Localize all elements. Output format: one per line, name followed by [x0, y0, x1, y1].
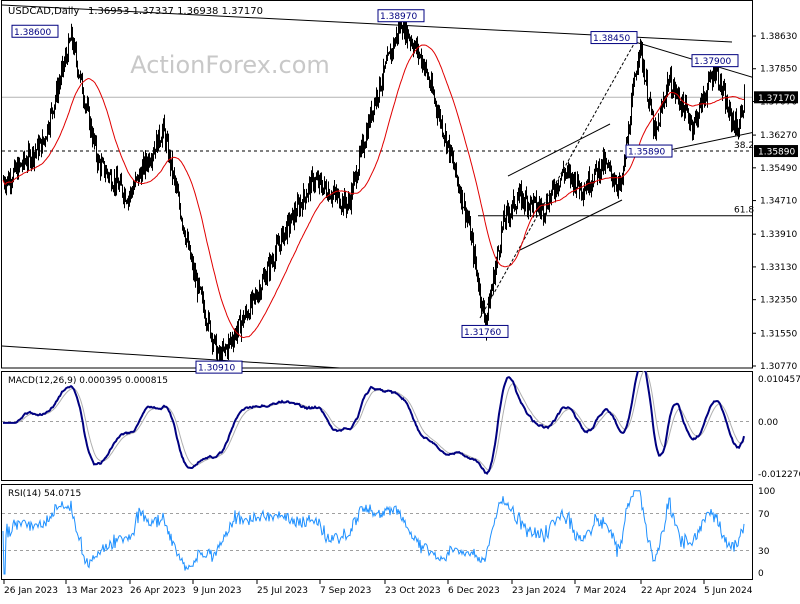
- time-tick-label: 7 Mar 2024: [575, 586, 627, 596]
- fib-label: 38.2: [734, 141, 754, 151]
- rsi-axis-0: 0: [758, 569, 764, 579]
- price-bars: [4, 10, 745, 374]
- pivot-label: 1.31760: [462, 325, 508, 338]
- pivot-label-text: 1.31760: [464, 328, 501, 338]
- price-tick-label: 1.31550: [760, 329, 797, 339]
- price-tick-label: 1.34710: [760, 197, 797, 207]
- pivot-label: 1.37900: [692, 55, 738, 68]
- watermark: ActionForex.com: [130, 51, 330, 79]
- price-tick-label: 1.35490: [760, 164, 797, 174]
- time-tick-label: 26 Jan 2023: [4, 586, 58, 596]
- pivot-label-text: 1.38450: [593, 34, 630, 44]
- price-tick-label: 1.33130: [760, 263, 797, 273]
- rsi-axis-100: 100: [758, 487, 775, 497]
- price-tick-label: 1.33910: [760, 230, 797, 240]
- time-tick-label: 7 Sep 2023: [320, 586, 371, 596]
- rsi-axis-30: 30: [758, 547, 770, 557]
- pivot-label: 1.38450: [591, 32, 637, 45]
- macd-panel-frame: [2, 372, 753, 481]
- time-tick-label: 23 Jan 2024: [512, 586, 566, 596]
- trendline: [508, 124, 610, 176]
- fib-labels: 38.2 61.8: [734, 141, 754, 216]
- rsi-line: [3, 491, 744, 574]
- rsi-label: RSI(14) 54.0715: [8, 489, 81, 499]
- pivot-label: 1.30910: [196, 361, 242, 374]
- level-price-label: 1.35890: [758, 148, 795, 158]
- rsi-axis: 100 70 30 0: [758, 487, 775, 579]
- symbol-label: USDCAD,Daily: [8, 6, 79, 17]
- current-price-label: 1.37170: [758, 94, 795, 104]
- ohlc-bar-series: [4, 10, 745, 374]
- rsi-axis-70: 70: [758, 510, 770, 520]
- trendline: [520, 200, 622, 250]
- time-tick-label: 6 Dec 2023: [448, 586, 500, 596]
- macd-label: MACD(12,26,9) 0.000395 0.000815: [8, 376, 168, 386]
- rsi-panel-frame: [2, 485, 753, 580]
- time-axis: 26 Jan 2023 13 Mar 2023 26 Apr 2023 9 Jun 2…: [4, 580, 753, 596]
- macd-axis-bottom: -0.012276: [758, 470, 800, 480]
- fib-label: 61.8: [734, 206, 754, 216]
- time-tick-label: 23 Oct 2023: [385, 586, 441, 596]
- time-tick-label: 26 Apr 2023: [130, 586, 186, 596]
- price-tick-label: 1.32350: [760, 296, 797, 306]
- price-axis: 1.386301.378501.370701.362701.354901.347…: [752, 32, 798, 372]
- price-tick-label: 1.37850: [760, 65, 797, 75]
- pivot-label-text: 1.38600: [14, 28, 51, 38]
- pivot-label-text: 1.38970: [380, 12, 417, 22]
- price-tick-label: 1.30770: [760, 362, 797, 372]
- trendline: [2, 346, 340, 368]
- pivot-label: 1.38600: [12, 25, 58, 37]
- ohlc-readout: 1.36953 1.37337 1.36938 1.37170: [88, 6, 263, 17]
- time-tick-label: 25 Jul 2023: [257, 586, 308, 596]
- pivot-label-text: 1.35890: [628, 148, 665, 158]
- macd-axis-top: 0.010457: [758, 375, 800, 385]
- time-tick-label: 13 Mar 2023: [66, 586, 123, 596]
- macd-axis: 0.010457 0.00 -0.012276: [758, 375, 800, 480]
- price-tick-label: 1.38630: [760, 32, 797, 42]
- pivot-label: 1.38970: [378, 10, 424, 23]
- time-tick-label: 9 Jun 2023: [193, 586, 241, 596]
- pivot-label-text: 1.30910: [198, 364, 235, 374]
- pivot-labels: 1.38600 1.38970 1.38450 1.37900 1.35890 1.317…: [12, 10, 738, 374]
- price-tick-label: 1.36270: [760, 131, 797, 141]
- macd-axis-zero: 0.00: [758, 418, 778, 428]
- time-tick-label: 5 Jun 2024: [704, 586, 753, 596]
- time-tick-label: 22 Apr 2024: [641, 586, 697, 596]
- pivot-label: 1.35890: [626, 145, 672, 158]
- pivot-label-text: 1.37900: [694, 57, 731, 67]
